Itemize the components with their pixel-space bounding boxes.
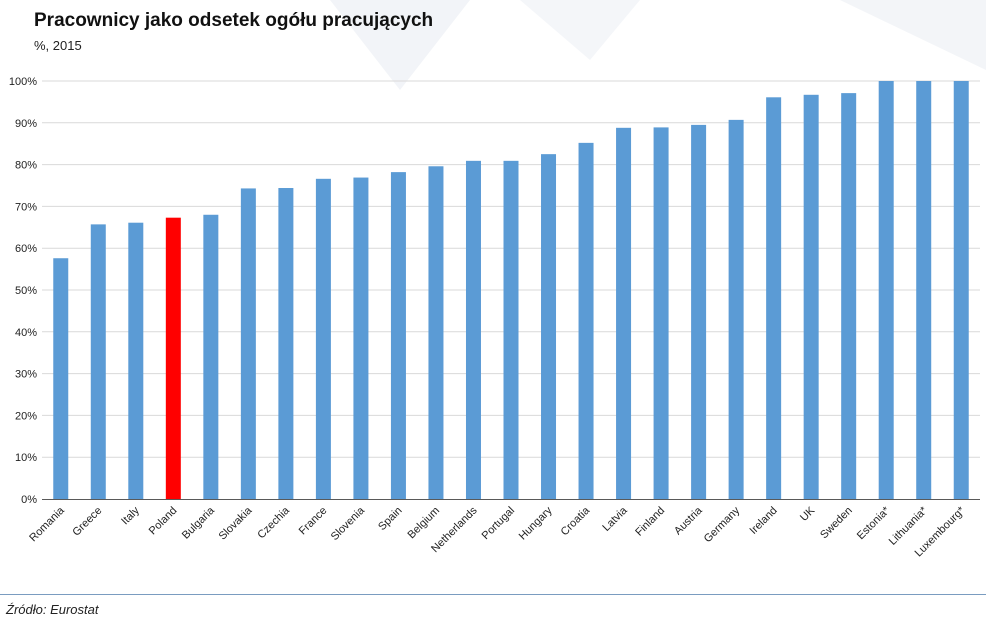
x-tick-label: Latvia <box>600 504 630 534</box>
x-tick-label: France <box>297 505 330 538</box>
bar-romania <box>53 258 69 499</box>
x-tick-label: Belgium <box>405 505 442 542</box>
bar-poland <box>165 217 181 499</box>
x-tick-label: Spain <box>376 505 404 533</box>
y-tick-label: 0% <box>21 494 37 506</box>
bar-czechia <box>278 188 294 499</box>
bar-germany <box>728 119 744 500</box>
x-tick-label: Austria <box>672 504 705 537</box>
y-tick-label: 10% <box>15 452 37 464</box>
bar-luxembourg <box>953 81 969 499</box>
y-tick-label: 60% <box>15 243 37 255</box>
y-tick-label: 50% <box>15 285 37 297</box>
source-note: Źródło: Eurostat <box>6 602 99 617</box>
bar-croatia <box>578 142 594 499</box>
bar-sweden <box>841 93 857 499</box>
x-tick-label: Romania <box>27 504 67 544</box>
y-tick-label: 40% <box>15 327 37 339</box>
bar-chart: 0% 10% 20% 30% 40% 50% 60% 70% 80% 90% 100% Romani… <box>9 76 980 559</box>
bars <box>53 81 969 500</box>
bar-slovenia <box>353 177 369 500</box>
bar-france <box>315 178 331 499</box>
x-tick-label: Estonia* <box>855 504 893 542</box>
x-tick-label: Italy <box>119 504 142 527</box>
chart-subtitle: %, 2015 <box>34 38 82 53</box>
bar-estonia <box>878 81 894 499</box>
bar-ireland <box>766 97 782 499</box>
x-tick-label: Finland <box>633 505 667 539</box>
x-tick-label: Czechia <box>255 504 292 541</box>
bar-lithuania <box>916 81 932 499</box>
y-tick-label: 70% <box>15 201 37 213</box>
x-tick-label: Germany <box>702 504 743 545</box>
bar-finland <box>653 127 669 499</box>
x-tick-label: Portugal <box>480 505 517 542</box>
bar-portugal <box>503 160 519 499</box>
bar-austria <box>691 124 707 499</box>
y-tick-label: 100% <box>9 76 37 88</box>
bar-uk <box>803 94 819 499</box>
y-tick-label: 80% <box>15 160 37 172</box>
bar-latvia <box>616 127 632 499</box>
bar-hungary <box>541 154 557 499</box>
x-tick-label: Hungary <box>517 504 555 542</box>
x-tick-label: Croatia <box>559 504 593 538</box>
x-tick-label: UK <box>798 504 818 524</box>
bar-spain <box>390 172 406 499</box>
y-tick-label: 30% <box>15 369 37 381</box>
footer-divider <box>0 594 986 595</box>
x-axis-labels: Romania Greece Italy Poland Bulgaria Slovakia… <box>27 504 968 559</box>
x-tick-label: Poland <box>147 505 180 538</box>
x-tick-label: Ireland <box>747 505 779 537</box>
bar-greece <box>90 224 106 499</box>
x-tick-label: Sweden <box>818 505 855 542</box>
y-tick-label: 90% <box>15 118 37 130</box>
bar-slovakia <box>240 188 256 499</box>
bar-italy <box>128 222 144 499</box>
x-tick-label: Slovakia <box>217 504 256 543</box>
x-tick-label: Bulgaria <box>180 504 218 542</box>
y-axis-ticks: 0% 10% 20% 30% 40% 50% 60% 70% 80% 90% 100% <box>9 76 37 506</box>
bar-netherlands <box>465 160 481 499</box>
x-tick-label: Slovenia <box>329 504 368 543</box>
chart-title: Pracownicy jako odsetek ogółu pracującyc… <box>34 10 434 31</box>
y-tick-label: 20% <box>15 410 37 422</box>
bar-bulgaria <box>203 214 219 499</box>
x-tick-label: Greece <box>70 505 104 539</box>
bar-belgium <box>428 166 444 499</box>
